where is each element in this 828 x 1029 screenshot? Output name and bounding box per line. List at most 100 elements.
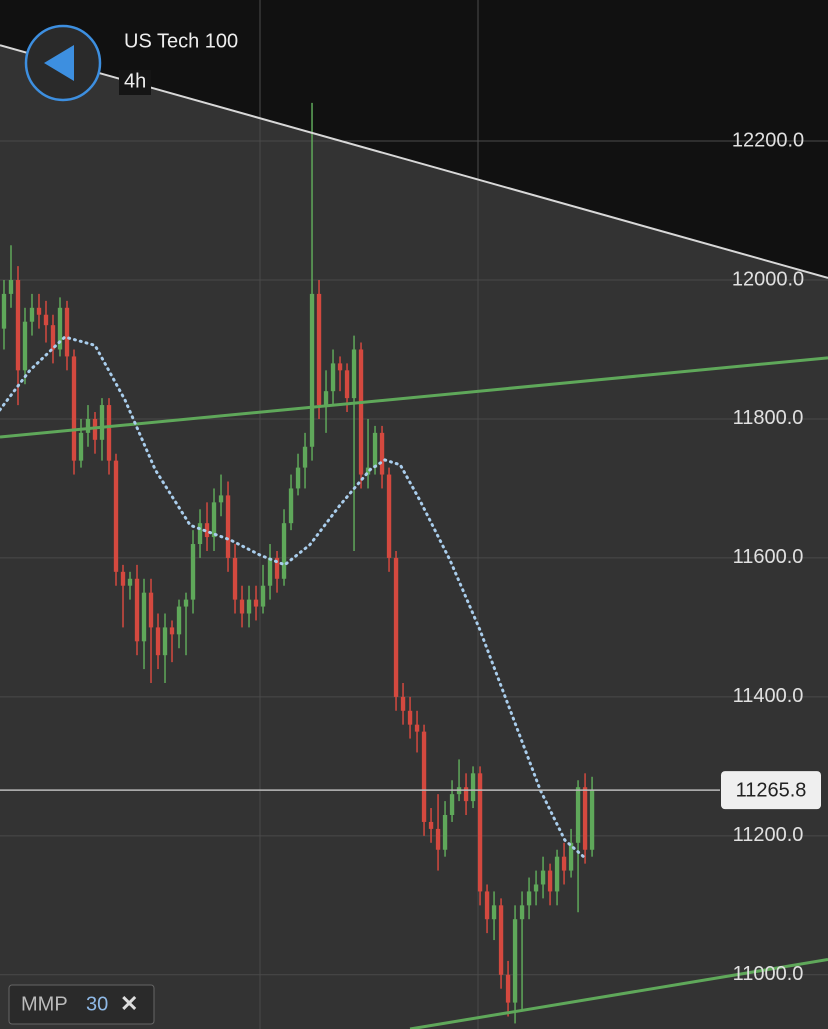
candle-body (323, 391, 329, 406)
candle-body (498, 905, 504, 975)
candle-body (57, 307, 63, 350)
y-tick-label: 12000.0 (732, 268, 804, 290)
candle-body (127, 578, 133, 586)
candle-body (8, 280, 14, 294)
candle-body (302, 446, 308, 468)
candle-body (316, 293, 322, 406)
candle-body (358, 349, 364, 475)
candle-body (519, 905, 525, 920)
candle-body (197, 523, 203, 545)
candle-body (288, 488, 294, 524)
candle-body (463, 787, 469, 802)
candle-body (428, 821, 434, 829)
candle-body (36, 307, 42, 315)
candle-body (540, 870, 546, 885)
candle-body (568, 842, 574, 871)
candle-body (162, 627, 168, 656)
candle-body (71, 356, 77, 461)
candle-body (365, 467, 371, 475)
candle-body (211, 502, 217, 538)
candle-body (344, 370, 350, 399)
plot-back (0, 0, 828, 976)
candle-body (561, 856, 567, 871)
candle-body (484, 891, 490, 920)
moving-average (0, 335, 587, 860)
candle-body (435, 828, 441, 850)
instrument-title: US Tech 100 (124, 30, 238, 52)
candle-body (239, 599, 245, 614)
candle-body (400, 696, 406, 711)
candle-body (512, 919, 518, 1003)
candle-body (204, 523, 210, 538)
candle-body (526, 891, 532, 906)
candle-body (1, 293, 7, 329)
candle-body (449, 794, 455, 816)
timeframe-box (119, 70, 151, 95)
candle-body (442, 815, 448, 850)
candle-body (99, 405, 105, 440)
candle-body (106, 405, 112, 461)
candle-body (64, 307, 70, 357)
back-arrow[interactable] (44, 45, 74, 81)
candle-body (22, 321, 28, 371)
candle-body (351, 349, 357, 399)
candle-body (50, 325, 56, 350)
candle-body (85, 418, 91, 433)
indicator-box[interactable] (8, 984, 155, 1025)
candle-body (491, 905, 497, 920)
trendline (0, 356, 828, 439)
candle-body (15, 280, 21, 371)
upper-region (0, 0, 828, 278)
candle-body (43, 314, 49, 326)
last-price-box (721, 771, 821, 810)
candle-body (155, 627, 161, 656)
candle-body (78, 432, 84, 461)
y-tick-label: 11600.0 (733, 546, 804, 568)
candle-body (281, 523, 287, 579)
candle-body (141, 592, 147, 642)
candle-body (337, 363, 343, 371)
candle-body (330, 363, 336, 392)
trendline (409, 958, 828, 1029)
candle-body (470, 773, 476, 802)
candle-body (218, 495, 224, 503)
candle-body (267, 557, 273, 586)
candle-body (575, 787, 581, 843)
candle-body (253, 599, 259, 607)
timeframe: 4h (124, 70, 146, 92)
candle-body (225, 495, 231, 558)
candle-body (29, 307, 35, 322)
y-tick-label: 11800.0 (733, 407, 804, 429)
indicator-chip[interactable]: MMP 30 ✕ (8, 984, 155, 1025)
candle-body (246, 599, 252, 614)
candle-body (477, 773, 483, 892)
indicator-name: MMP (21, 993, 68, 1015)
y-tick-label: 11000.0 (733, 963, 804, 985)
candle-body (113, 460, 119, 572)
candle-body (547, 870, 553, 892)
last-price-label: 11265.8 (736, 779, 807, 801)
candle-body (309, 293, 315, 447)
candle-body (379, 432, 385, 475)
candle-body (414, 724, 420, 732)
y-tick-label: 11400.0 (733, 685, 804, 707)
candle-body (533, 884, 539, 892)
candle-body (148, 592, 154, 628)
candle-body (169, 627, 175, 635)
candle-body (582, 787, 588, 850)
candle-body (134, 578, 140, 642)
candle-body (421, 731, 427, 822)
candle-body (120, 571, 126, 586)
indicator-period: 30 (86, 993, 108, 1015)
candle-body (589, 790, 595, 850)
candle-body (554, 856, 560, 892)
candle-body (372, 432, 378, 468)
candle-body (295, 467, 301, 489)
indicator-close[interactable]: ✕ (120, 991, 138, 1016)
y-tick-label: 11200.0 (733, 824, 804, 846)
candle-body (232, 557, 238, 600)
candle-body (274, 557, 280, 579)
back-button[interactable] (24, 24, 102, 102)
candle-body (407, 710, 413, 725)
